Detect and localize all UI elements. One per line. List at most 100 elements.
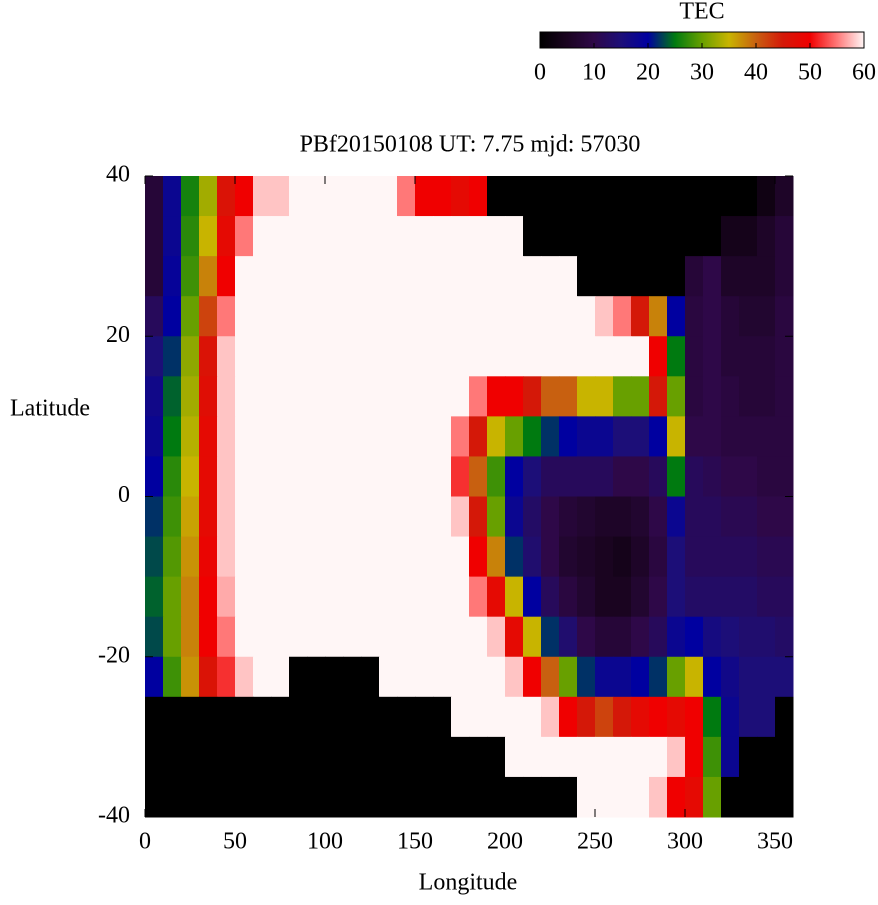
heatmap-cell [253,376,272,417]
heatmap-cell [667,656,686,698]
heatmap-cell [325,736,344,778]
heatmap-cell [721,736,740,778]
heatmap-cell [379,216,398,257]
heatmap-cell [757,456,776,497]
heatmap-cell [397,536,416,578]
heatmap-cell [613,616,632,658]
heatmap-cell [703,536,722,578]
heatmap-cell [613,656,632,698]
heatmap-cell [325,456,344,497]
heatmap-cell [685,496,704,538]
colorbar-tick-label: 0 [534,60,546,86]
heatmap-cell [253,576,272,618]
heatmap-cell [145,296,164,337]
x-axis-label: Longitude [419,870,518,896]
heatmap-cell [271,256,290,297]
x-tick-label: 250 [577,829,613,855]
heatmap-cell [199,256,218,297]
heatmap-cell [397,496,416,538]
heatmap-cell [667,256,686,297]
heatmap-cell [685,456,704,497]
heatmap-cell [595,176,614,217]
heatmap-cell [595,776,614,818]
heatmap-cell [541,376,560,417]
heatmap-cell [433,376,452,417]
heatmap-cell [487,376,506,417]
heatmap-cell [271,536,290,578]
heatmap-cell [487,456,506,497]
heatmap-cell [163,376,182,417]
heatmap-cell [523,656,542,698]
heatmap-cell [433,216,452,257]
heatmap-cell [631,736,650,778]
heatmap-cell [163,616,182,658]
heatmap-cell [631,776,650,818]
heatmap-cell [397,456,416,497]
heatmap-cell [505,696,524,738]
y-axis-label: Latitude [10,396,90,422]
heatmap-cell [703,296,722,337]
heatmap-cell [289,696,308,738]
heatmap-cell [217,776,236,818]
heatmap-cell [451,616,470,658]
heatmap-cell [397,696,416,738]
heatmap-cell [523,536,542,578]
heatmap-cell [703,576,722,618]
heatmap-cell [307,416,326,457]
heatmap-cell [343,296,362,337]
x-tick-label: 50 [223,829,247,855]
heatmap-cell [379,616,398,658]
heatmap-cell [415,656,434,698]
heatmap-cell [145,536,164,578]
heatmap-cell [739,616,758,658]
heatmap-cell [361,216,380,257]
heatmap-cell [757,616,776,658]
heatmap-cell [577,736,596,778]
heatmap-cell [271,176,290,217]
heatmap-cell [235,656,254,698]
heatmap-cell [325,256,344,297]
heatmap-cell [523,176,542,217]
heatmap-cell [379,176,398,217]
heatmap-cell [235,336,254,377]
heatmap-cell [631,216,650,257]
heatmap-cell [595,496,614,538]
heatmap-cell [667,496,686,538]
heatmap-cell [577,336,596,377]
heatmap-cell [703,616,722,658]
heatmap-cell [469,696,488,738]
heatmap-cell [199,456,218,497]
heatmap-cell [397,616,416,658]
heatmap-cell [469,616,488,658]
heatmap-cell [577,656,596,698]
heatmap-cell [325,336,344,377]
heatmap-cell [343,536,362,578]
heatmap-cell [217,736,236,778]
heatmap-cell [271,216,290,257]
heatmap-cell [703,696,722,738]
heatmap-cell [235,456,254,497]
heatmap-cell [433,496,452,538]
heatmap-cell [163,736,182,778]
heatmap-cell [307,256,326,297]
heatmap-cell [775,296,794,337]
heatmap-cell [145,656,164,698]
heatmap-cell [181,176,200,217]
heatmap-cell [415,616,434,658]
heatmap-cell [253,336,272,377]
heatmap-cell [577,256,596,297]
heatmap-cell [415,456,434,497]
heatmap-cell [415,536,434,578]
heatmap-cell [775,696,794,738]
heatmap-cell [325,576,344,618]
heatmap-cell [595,336,614,377]
heatmap-cell [667,536,686,578]
heatmap-cell [685,376,704,417]
heatmap-cell [181,216,200,257]
heatmap-cell [757,496,776,538]
heatmap-cell [253,696,272,738]
heatmap-cell [343,576,362,618]
heatmap-cell [721,376,740,417]
heatmap-cell [307,216,326,257]
heatmap-cell [739,576,758,618]
